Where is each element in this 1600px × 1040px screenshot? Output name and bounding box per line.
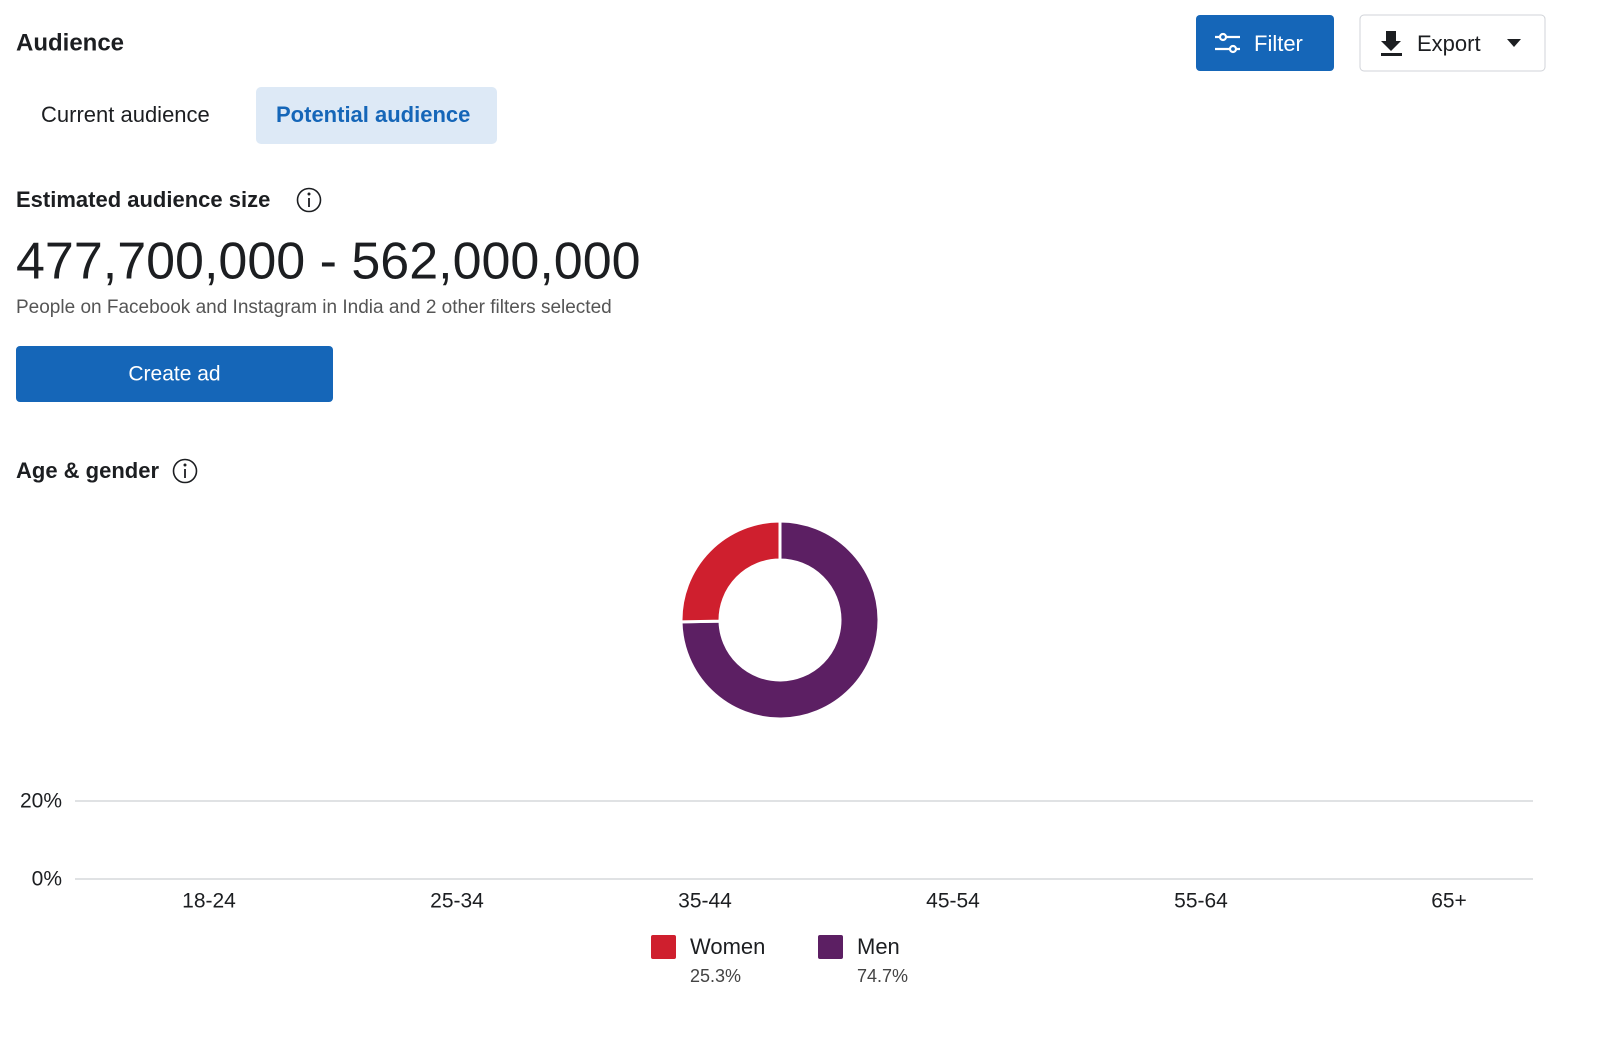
x-tick-label: 18-24 bbox=[182, 890, 236, 913]
download-icon bbox=[1381, 31, 1402, 56]
tab[interactable]: Current audience bbox=[41, 102, 210, 127]
donut-slice bbox=[679, 519, 782, 624]
info-icon[interactable] bbox=[172, 458, 198, 484]
filter-button-bg[interactable] bbox=[1196, 15, 1334, 71]
export-button-bg[interactable] bbox=[1359, 14, 1546, 72]
legend-value: 74.7% bbox=[857, 966, 908, 986]
filter-icon bbox=[1215, 32, 1240, 54]
tab-active[interactable]: Potential audience bbox=[276, 102, 470, 127]
audience-range: 477,700,000 - 562,000,000 bbox=[16, 233, 641, 291]
legend-value: 25.3% bbox=[690, 966, 741, 986]
legend-swatch bbox=[818, 935, 843, 959]
donut-slice bbox=[679, 519, 881, 721]
y-tick-label: 0% bbox=[32, 868, 62, 891]
audience-description: People on Facebook and Instagram in Indi… bbox=[16, 297, 612, 318]
dropdown-caret bbox=[1507, 39, 1521, 47]
create-ad-label[interactable]: Create ad bbox=[128, 363, 220, 386]
active-tab-bg[interactable] bbox=[256, 87, 497, 144]
section-title: Estimated audience size bbox=[16, 187, 270, 212]
x-tick-label: 55-64 bbox=[1174, 890, 1228, 913]
legend-label: Women bbox=[690, 934, 765, 959]
legend-swatch bbox=[651, 935, 676, 959]
filter-button[interactable]: Filter bbox=[1196, 15, 1334, 71]
y-tick-label: 20% bbox=[20, 790, 62, 813]
info-icon[interactable] bbox=[296, 187, 322, 213]
filter-label[interactable]: Filter bbox=[1254, 31, 1303, 56]
chart-title: Age & gender bbox=[16, 458, 159, 483]
legend-label: Men bbox=[857, 934, 900, 959]
create-ad-button[interactable] bbox=[16, 346, 333, 402]
x-tick-label: 45-54 bbox=[926, 890, 980, 913]
x-tick-label: 25-34 bbox=[430, 890, 484, 913]
page-title: Audience bbox=[16, 29, 124, 56]
x-tick-label: 65+ bbox=[1431, 890, 1467, 913]
export-button[interactable]: Export bbox=[1359, 14, 1546, 72]
x-tick-label: 35-44 bbox=[678, 890, 732, 913]
export-label[interactable]: Export bbox=[1417, 31, 1481, 56]
